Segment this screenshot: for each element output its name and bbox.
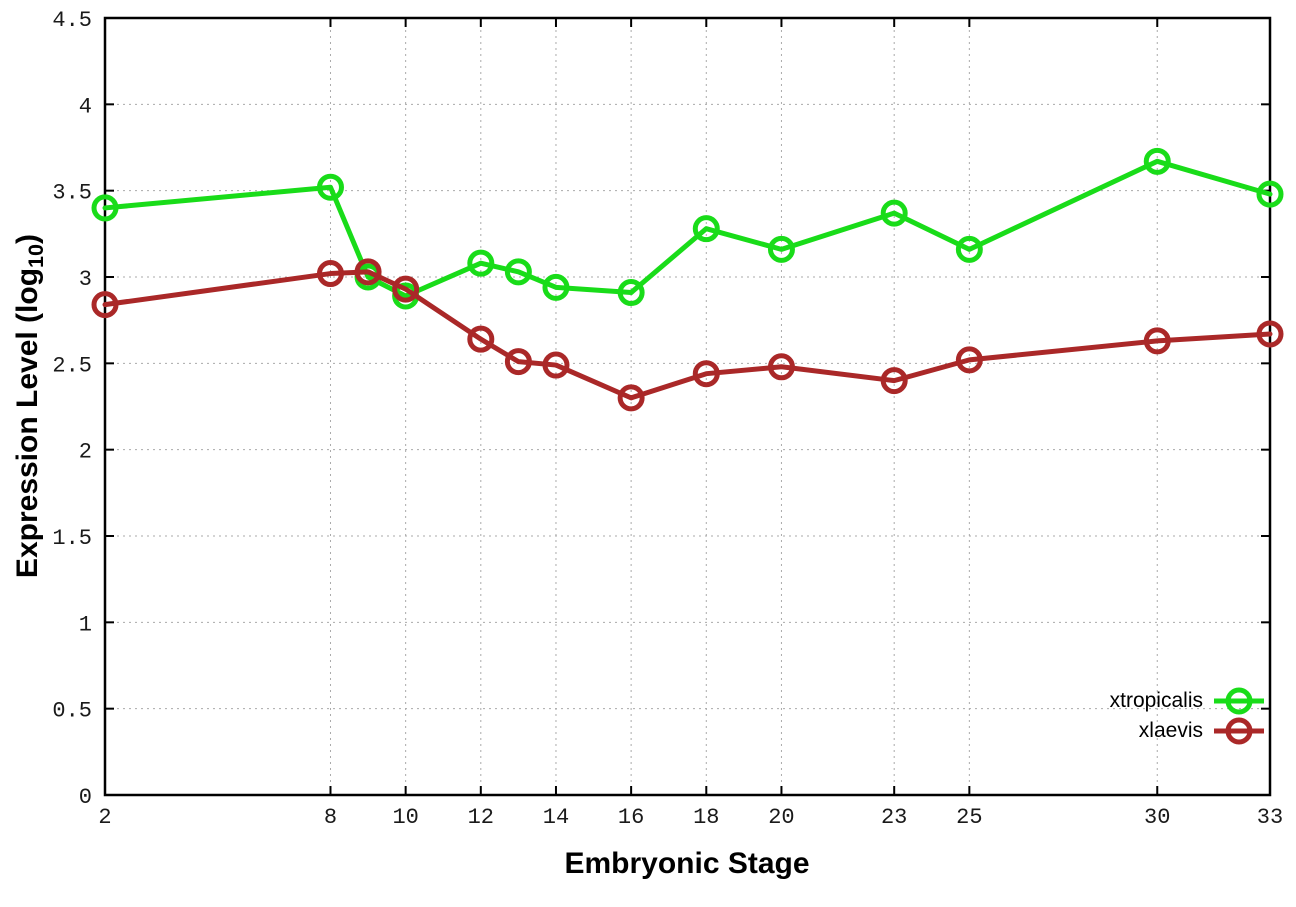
data-point-xtropicalis	[880, 199, 908, 227]
y-tick-label: 2.5	[52, 353, 92, 378]
x-axis-title: Embryonic Stage	[564, 847, 810, 880]
series-line-xtropicalis	[102, 158, 1273, 299]
data-point-xtropicalis	[767, 235, 795, 263]
y-tick-label: 3.5	[52, 181, 92, 206]
data-point-xlaevis	[316, 260, 344, 288]
data-point-xtropicalis	[1143, 147, 1171, 175]
data-point-xlaevis	[955, 346, 983, 374]
data-point-xtropicalis	[91, 194, 119, 222]
x-tick-label: 12	[468, 805, 494, 830]
x-tick-label: 14	[543, 805, 569, 830]
x-tick-label: 25	[956, 805, 982, 830]
y-axis-title-subscript: 10	[23, 243, 49, 268]
data-point-xtropicalis	[504, 258, 532, 286]
x-tick-label: 18	[693, 805, 719, 830]
data-point-xlaevis	[692, 360, 720, 388]
data-point-xlaevis	[617, 384, 645, 412]
legend-circle	[1225, 717, 1253, 745]
y-axis-title-suffix: )	[10, 233, 44, 244]
y-axis-title: Expression Level (log10)	[11, 234, 49, 578]
legend: xtropicalis xlaevis	[1110, 686, 1266, 746]
x-tick-label: 33	[1257, 805, 1283, 830]
data-point-xlaevis	[1143, 327, 1171, 355]
legend-item-xtropicalis: xtropicalis	[1110, 686, 1266, 716]
y-tick-label: 4	[79, 94, 92, 119]
legend-circle	[1225, 687, 1253, 715]
data-point-xtropicalis	[1256, 180, 1284, 208]
x-tick-label: 10	[392, 805, 418, 830]
data-point-xtropicalis	[692, 215, 720, 243]
data-point-xlaevis	[542, 351, 570, 379]
data-point-xtropicalis	[467, 249, 495, 277]
data-point-xlaevis	[504, 348, 532, 376]
y-tick-label: 4.5	[52, 8, 92, 33]
data-point-xlaevis	[1256, 320, 1284, 348]
y-tick-label: 2	[79, 440, 92, 465]
legend-marker-xtropicalis	[1214, 687, 1264, 715]
data-point-xtropicalis	[542, 273, 570, 301]
legend-item-xlaevis: xlaevis	[1139, 716, 1266, 746]
data-point-xtropicalis	[316, 173, 344, 201]
data-point-xlaevis	[880, 367, 908, 395]
plot-border	[103, 16, 1272, 797]
x-tick-label: 20	[768, 805, 794, 830]
data-point-xtropicalis	[955, 235, 983, 263]
legend-label-xlaevis: xlaevis	[1138, 719, 1203, 742]
data-point-xlaevis	[91, 291, 119, 319]
x-tick-label: 16	[618, 805, 644, 830]
legend-label-xtropicalis: xtropicalis	[1109, 689, 1203, 712]
series-line-xlaevis	[102, 269, 1273, 401]
y-tick-label: 0	[79, 785, 92, 810]
y-axis-title-text: Expression Level (log	[10, 267, 44, 579]
data-point-xlaevis	[467, 325, 495, 353]
y-tick-label: 0.5	[52, 699, 92, 724]
data-point-xlaevis	[392, 275, 420, 303]
x-tick-label: 2	[98, 805, 111, 830]
y-tick-label: 1.5	[52, 526, 92, 551]
y-tick-label: 1	[79, 612, 92, 637]
data-point-xtropicalis	[617, 279, 645, 307]
legend-marker-xlaevis	[1214, 717, 1264, 745]
y-tick-label: 3	[79, 267, 92, 292]
data-point-xlaevis	[767, 353, 795, 381]
data-point-xlaevis	[354, 258, 382, 286]
x-tick-label: 30	[1144, 805, 1170, 830]
x-tick-label: 8	[324, 805, 337, 830]
x-tick-label: 23	[881, 805, 907, 830]
